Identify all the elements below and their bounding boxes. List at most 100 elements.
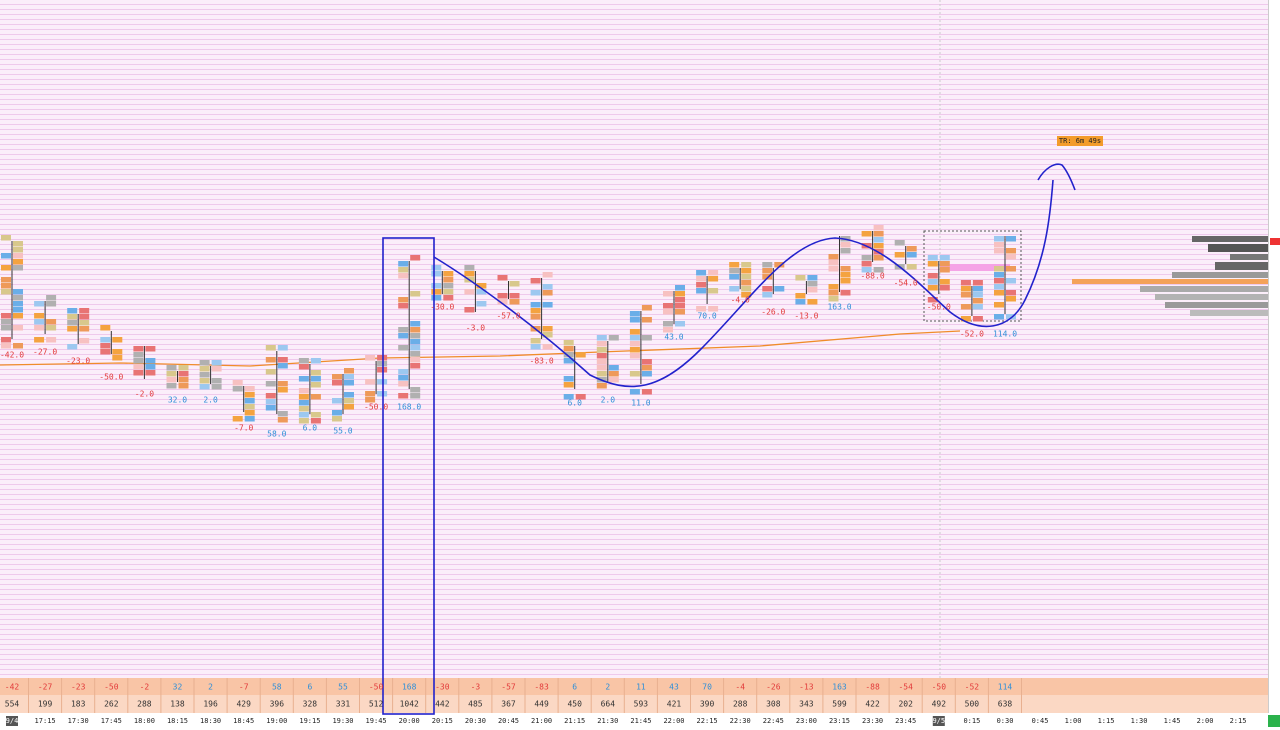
footprint-cell <box>277 387 288 393</box>
date-badge <box>6 716 18 726</box>
footprint-cell <box>563 382 574 388</box>
footprint-cell <box>828 254 839 260</box>
footprint-cell <box>79 332 89 338</box>
footprint-cell <box>1006 248 1016 254</box>
volume-cell: 421 <box>667 700 682 709</box>
delta-cell: -52 <box>965 683 980 692</box>
delta-cell: 70 <box>702 683 712 692</box>
delta-label: -13.0 <box>794 312 818 321</box>
footprint-cell <box>1006 290 1016 296</box>
footprint-cell <box>696 300 706 306</box>
footprint-cell <box>940 273 950 279</box>
footprint-cell <box>629 311 640 317</box>
footprint-cell <box>298 400 309 406</box>
footprint-cell <box>464 289 475 295</box>
delta-cell: 58 <box>272 683 282 692</box>
footprint-cell <box>663 303 673 309</box>
footprint-cell <box>576 340 586 346</box>
footprint-cell <box>365 367 375 373</box>
footprint-cell <box>994 290 1004 296</box>
footprint-cell <box>244 398 255 404</box>
footprint-cell <box>741 268 752 274</box>
footprint-cell <box>133 352 144 358</box>
footprint-cell <box>410 255 421 261</box>
footprint-cell <box>377 379 388 385</box>
footprint-cell <box>741 262 752 268</box>
delta-cell: 2 <box>208 683 213 692</box>
volume-cell: 512 <box>369 700 384 709</box>
footprint-cell <box>112 337 123 343</box>
footprint-cell <box>476 301 487 307</box>
footprint-cell <box>498 281 508 287</box>
footprint-cell <box>365 355 376 361</box>
footprint-cell <box>398 267 409 273</box>
footprint-cell <box>344 392 354 398</box>
price-axis <box>1268 0 1280 713</box>
footprint-cell <box>542 290 553 296</box>
delta-cell: -88 <box>865 683 880 692</box>
footprint-cell <box>961 310 971 316</box>
footprint-cell <box>994 230 1004 236</box>
footprint-cell <box>729 268 740 274</box>
footprint-cell <box>398 291 408 297</box>
footprint-cell <box>344 404 354 410</box>
footprint-cell <box>145 376 155 382</box>
footprint-cell <box>443 271 454 277</box>
footprint-cell <box>398 273 409 279</box>
footprint-cell <box>112 355 123 361</box>
footprint-cell <box>629 371 640 377</box>
footprint-cell <box>663 309 673 315</box>
footprint-cell <box>629 317 640 323</box>
delta-label: -50.0 <box>99 373 123 382</box>
footprint-cell <box>1006 266 1016 272</box>
footprint-cell <box>67 332 77 338</box>
volume-cell: 422 <box>865 700 880 709</box>
footprint-cell <box>100 349 111 355</box>
footprint-cell <box>741 274 752 280</box>
highlight <box>940 264 1010 271</box>
delta-label: 6.0 <box>567 399 582 408</box>
footprint-cell <box>641 305 652 311</box>
footprint-cell <box>377 373 387 379</box>
footprint-cell <box>530 344 541 350</box>
footprint-cell <box>266 387 276 393</box>
footprint-cell <box>211 384 222 390</box>
footprint-cell <box>729 274 740 280</box>
footprint-cell <box>233 410 243 416</box>
footprint-cell <box>894 240 905 246</box>
footprint-cell <box>211 360 222 366</box>
footprint-cell <box>377 355 388 361</box>
footprint-cell <box>145 370 156 376</box>
footprint-cell <box>530 308 541 314</box>
footprint-cell <box>972 286 983 292</box>
footprint-cell <box>762 286 773 292</box>
time-label: 22:15 <box>697 717 718 725</box>
footprint-cell <box>365 385 375 391</box>
footprint-cell <box>332 416 342 422</box>
footprint-cell <box>13 271 23 277</box>
footprint-cell <box>630 305 640 311</box>
footprint-cell <box>365 379 376 385</box>
footprint-cell <box>563 376 574 382</box>
footprint-cell <box>178 377 189 383</box>
footprint-cell <box>100 343 111 349</box>
footprint-cell <box>1006 230 1016 236</box>
footprint-cell <box>410 387 421 393</box>
footprint-cell <box>310 376 321 382</box>
footprint-cell <box>939 261 950 267</box>
footprint-cell <box>927 261 938 267</box>
volume-cell: 288 <box>137 700 152 709</box>
footprint-cell <box>34 301 45 307</box>
footprint-cell <box>199 360 210 366</box>
footprint-cell <box>464 301 474 307</box>
footprint-cell <box>629 335 640 341</box>
footprint-cell <box>596 359 607 365</box>
time-label: 23:00 <box>796 717 817 725</box>
time-label: 19:15 <box>299 717 320 725</box>
time-label: 21:45 <box>630 717 651 725</box>
footprint-cell <box>377 385 387 391</box>
footprint-cell <box>311 388 321 394</box>
footprint-cell <box>972 316 983 322</box>
